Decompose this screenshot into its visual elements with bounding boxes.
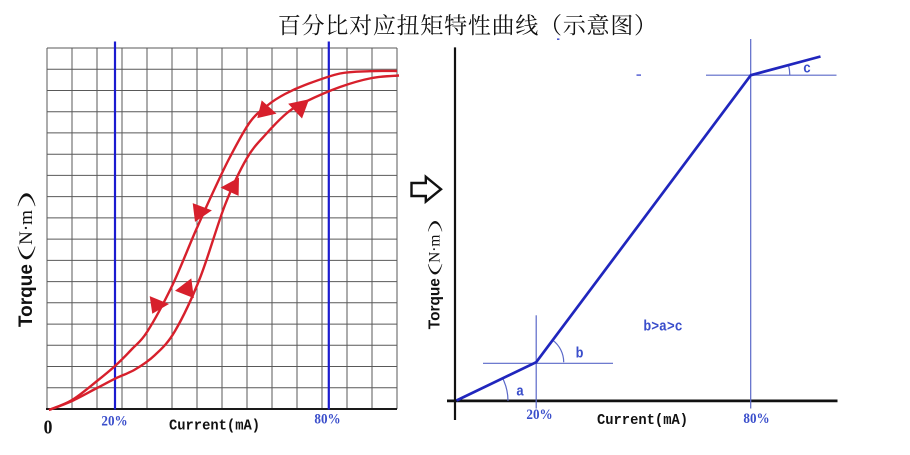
svg-text:Current(mA): Current(mA) bbox=[597, 413, 688, 430]
svg-text:N·m: N·m bbox=[427, 235, 444, 263]
svg-text:80%: 80% bbox=[743, 410, 769, 427]
svg-text:20%: 20% bbox=[101, 413, 127, 430]
svg-text:c: c bbox=[803, 61, 811, 78]
svg-text:80%: 80% bbox=[314, 411, 340, 428]
svg-text:b>a>c: b>a>c bbox=[643, 319, 682, 336]
svg-text:N·m: N·m bbox=[16, 210, 37, 245]
svg-text:Current(mA): Current(mA) bbox=[169, 418, 260, 435]
svg-text:Torque: Torque bbox=[16, 264, 37, 327]
svg-text:20%: 20% bbox=[526, 406, 552, 423]
svg-text:0: 0 bbox=[44, 417, 53, 439]
svg-text:a: a bbox=[516, 384, 524, 401]
svg-text:b: b bbox=[576, 346, 584, 363]
svg-text:Torque: Torque bbox=[427, 278, 444, 329]
